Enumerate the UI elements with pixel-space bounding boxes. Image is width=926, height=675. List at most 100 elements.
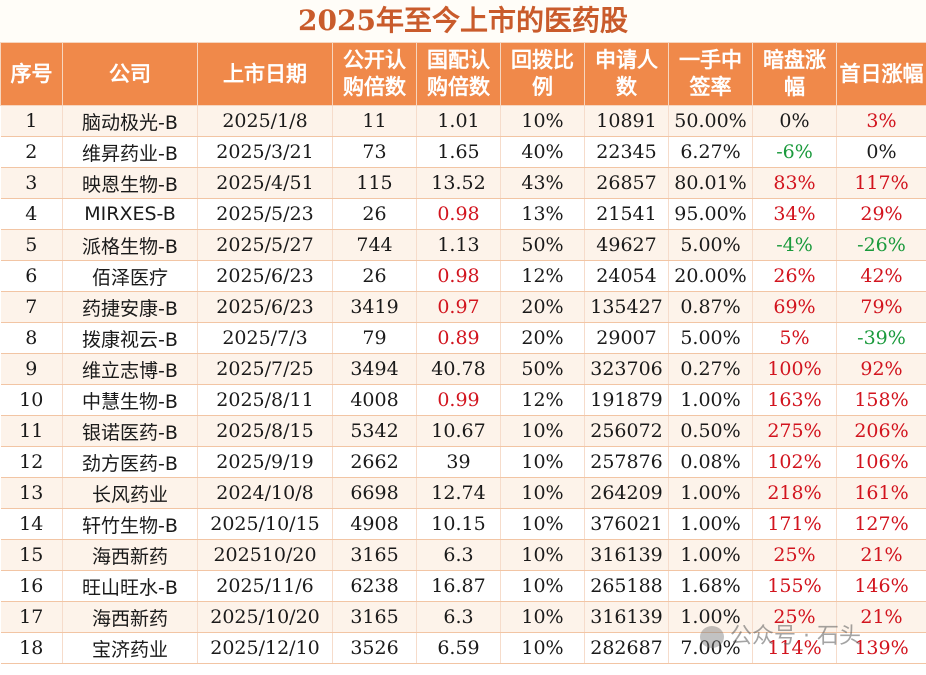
table-row: 14 轩竹生物-B 2025/10/15 4908 10.15 10% 376021 1.00… <box>0 508 926 540</box>
table-row: 8 拨康视云-B 2025/7/3 79 0.89 20% 29007 5.00% 5% -39% <box>0 322 926 354</box>
cell-listing-date: 2025/8/15 <box>197 415 333 447</box>
cell-index: 3 <box>0 167 63 199</box>
cell-first-day: 158% <box>836 384 926 416</box>
cell-placing-subscription: 40.78 <box>416 353 501 385</box>
cell-grey-market: 163% <box>752 384 837 416</box>
cell-grey-market: 34% <box>752 198 837 230</box>
cell-grey-market: 155% <box>752 570 837 602</box>
cell-lot-rate: 1.00% <box>668 477 753 509</box>
cell-first-day: 206% <box>836 415 926 447</box>
cell-company: 中慧生物-B <box>62 384 198 416</box>
cell-applicants: 376021 <box>584 508 669 540</box>
cell-public-subscription: 3526 <box>332 632 417 664</box>
cell-applicants: 49627 <box>584 229 669 261</box>
cell-index: 6 <box>0 260 63 292</box>
cell-public-subscription: 79 <box>332 322 417 354</box>
cell-clawback: 10% <box>500 539 585 571</box>
cell-listing-date: 2025/12/10 <box>197 632 333 664</box>
cell-clawback: 12% <box>500 260 585 292</box>
cell-company: 宝济药业 <box>62 632 198 664</box>
cell-public-subscription: 3165 <box>332 539 417 571</box>
cell-applicants: 135427 <box>584 291 669 323</box>
table-row: 1 脑动极光-B 2025/1/8 11 1.01 10% 10891 50.00% 0% 3% <box>0 105 926 137</box>
cell-clawback: 43% <box>500 167 585 199</box>
cell-grey-market: 25% <box>752 601 837 633</box>
cell-company: 佰泽医疗 <box>62 260 198 292</box>
table-row: 4 MIRXES-B 2025/5/23 26 0.98 13% 21541 95.00% 34… <box>0 198 926 230</box>
cell-public-subscription: 11 <box>332 105 417 137</box>
cell-index: 8 <box>0 322 63 354</box>
cell-company: 长风药业 <box>62 477 198 509</box>
cell-company: 银诺医药-B <box>62 415 198 447</box>
cell-index: 1 <box>0 105 63 137</box>
cell-index: 14 <box>0 508 63 540</box>
table-row: 15 海西新药 202510/20 3165 6.3 10% 316139 1.00% 25% 2… <box>0 539 926 571</box>
cell-listing-date: 2025/4/51 <box>197 167 333 199</box>
cell-clawback: 50% <box>500 229 585 261</box>
cell-listing-date: 2025/10/15 <box>197 508 333 540</box>
cell-first-day: 42% <box>836 260 926 292</box>
cell-lot-rate: 0.27% <box>668 353 753 385</box>
cell-public-subscription: 2662 <box>332 446 417 478</box>
cell-company: 旺山旺水-B <box>62 570 198 602</box>
cell-applicants: 265188 <box>584 570 669 602</box>
cell-first-day: 146% <box>836 570 926 602</box>
table-row: 16 旺山旺水-B 2025/11/6 6238 16.87 10% 265188 1.68%… <box>0 570 926 602</box>
header-clawback: 回拨比例 <box>500 42 585 106</box>
cell-applicants: 264209 <box>584 477 669 509</box>
cell-index: 11 <box>0 415 63 447</box>
ipo-table: 序号 公司 上市日期 公开认购倍数 国配认购倍数 回拨比例 申请人数 一手中签率… <box>0 42 926 664</box>
table-row: 3 映恩生物-B 2025/4/51 115 13.52 43% 26857 80.01% 83… <box>0 167 926 199</box>
cell-grey-market: 0% <box>752 105 837 137</box>
cell-company: 脑动极光-B <box>62 105 198 137</box>
cell-clawback: 10% <box>500 601 585 633</box>
cell-grey-market: -6% <box>752 136 837 168</box>
cell-index: 18 <box>0 632 63 664</box>
cell-public-subscription: 6698 <box>332 477 417 509</box>
cell-placing-subscription: 0.89 <box>416 322 501 354</box>
table-row: 13 长风药业 2024/10/8 6698 12.74 10% 264209 1.00% 21… <box>0 477 926 509</box>
cell-listing-date: 2025/7/3 <box>197 322 333 354</box>
cell-clawback: 20% <box>500 322 585 354</box>
cell-first-day: -39% <box>836 322 926 354</box>
cell-applicants: 257876 <box>584 446 669 478</box>
cell-public-subscription: 26 <box>332 198 417 230</box>
cell-first-day: 106% <box>836 446 926 478</box>
cell-placing-subscription: 6.59 <box>416 632 501 664</box>
header-public-subscription: 公开认购倍数 <box>332 42 417 106</box>
cell-first-day: 21% <box>836 601 926 633</box>
cell-public-subscription: 4008 <box>332 384 417 416</box>
table-row: 7 药捷安康-B 2025/6/23 3419 0.97 20% 135427 0.87% 69… <box>0 291 926 323</box>
page-title: 2025年至今上市的医药股 <box>0 0 926 42</box>
cell-listing-date: 2025/6/23 <box>197 260 333 292</box>
cell-first-day: 92% <box>836 353 926 385</box>
cell-public-subscription: 744 <box>332 229 417 261</box>
cell-clawback: 10% <box>500 415 585 447</box>
cell-placing-subscription: 13.52 <box>416 167 501 199</box>
cell-public-subscription: 3165 <box>332 601 417 633</box>
cell-listing-date: 2025/1/8 <box>197 105 333 137</box>
table-row: 2 维昇药业-B 2025/3/21 73 1.65 40% 22345 6.27% -6% 0% <box>0 136 926 168</box>
cell-placing-subscription: 10.67 <box>416 415 501 447</box>
table-row: 5 派格生物-B 2025/5/27 744 1.13 50% 49627 5.00% -4% -… <box>0 229 926 261</box>
cell-grey-market: 275% <box>752 415 837 447</box>
cell-listing-date: 2025/8/11 <box>197 384 333 416</box>
table-row: 10 中慧生物-B 2025/8/11 4008 0.99 12% 191879 1.00% 1… <box>0 384 926 416</box>
header-first-day: 首日涨幅 <box>836 42 926 106</box>
cell-company: 拨康视云-B <box>62 322 198 354</box>
cell-index: 7 <box>0 291 63 323</box>
cell-placing-subscription: 6.3 <box>416 601 501 633</box>
cell-public-subscription: 3494 <box>332 353 417 385</box>
cell-applicants: 256072 <box>584 415 669 447</box>
cell-first-day: 3% <box>836 105 926 137</box>
cell-company: 海西新药 <box>62 601 198 633</box>
cell-grey-market: 218% <box>752 477 837 509</box>
cell-applicants: 10891 <box>584 105 669 137</box>
cell-grey-market: 25% <box>752 539 837 571</box>
cell-placing-subscription: 0.97 <box>416 291 501 323</box>
table-row: 6 佰泽医疗 2025/6/23 26 0.98 12% 24054 20.00% 26% 42% <box>0 260 926 292</box>
cell-first-day: 127% <box>836 508 926 540</box>
cell-company: 劲方医药-B <box>62 446 198 478</box>
cell-index: 10 <box>0 384 63 416</box>
cell-applicants: 282687 <box>584 632 669 664</box>
